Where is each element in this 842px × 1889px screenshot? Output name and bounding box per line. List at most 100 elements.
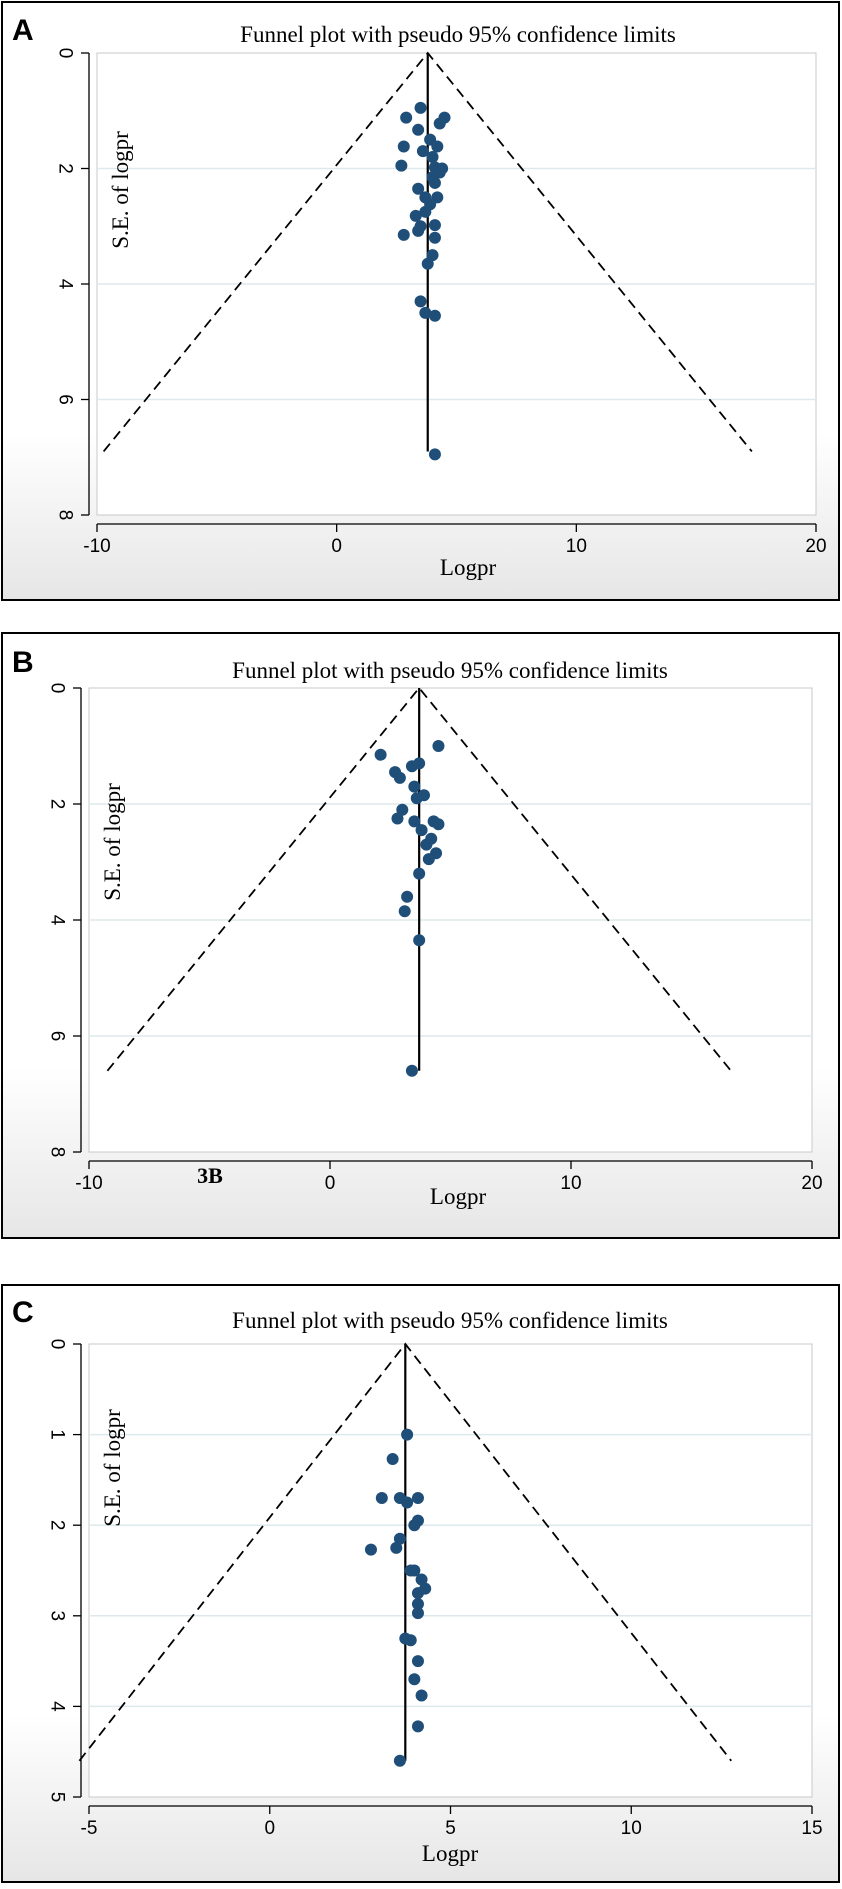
data-point	[419, 205, 432, 218]
data-point	[413, 867, 426, 880]
x-tick-label: 20	[801, 1173, 822, 1194]
data-point	[397, 140, 410, 153]
data-point	[428, 309, 441, 322]
data-point	[414, 101, 427, 114]
data-point	[412, 182, 425, 195]
data-point	[409, 209, 422, 222]
chart-title: Funnel plot with pseudo 95% confidence l…	[232, 1308, 668, 1333]
data-point	[412, 123, 425, 136]
data-point	[364, 1543, 377, 1556]
confidence-limit-lines	[106, 686, 732, 1072]
data-point	[401, 1428, 414, 1441]
data-point	[413, 934, 426, 947]
data-point	[428, 176, 441, 189]
x-tick-label: 20	[805, 536, 826, 557]
panel-annotation: 3B	[197, 1163, 223, 1188]
data-point	[408, 815, 421, 828]
data-point	[393, 771, 406, 784]
data-point	[420, 838, 433, 851]
data-point	[408, 1564, 421, 1577]
y-tick-label: 4	[47, 915, 68, 926]
data-point	[422, 853, 435, 866]
y-tick-label: 3	[47, 1611, 68, 1622]
y-axis-label: S.E. of logpr	[100, 1409, 125, 1527]
data-point	[426, 150, 439, 163]
data-point	[415, 824, 428, 837]
y-axis-label: S.E. of logpr	[100, 783, 125, 901]
data-point	[375, 1492, 388, 1505]
x-tick-label: 10	[621, 1818, 642, 1839]
chart-title: Funnel plot with pseudo 95% confidence l…	[240, 22, 676, 47]
data-point	[428, 231, 441, 244]
y-tick-label: 6	[47, 1031, 68, 1042]
panel-b: 0 2 4 6 8 -10 0 10 20 B Funnel plot with pseudo 95…	[1, 632, 840, 1239]
data-point	[416, 145, 429, 158]
data-point	[398, 905, 411, 918]
data-point	[411, 1607, 424, 1620]
data-point	[431, 140, 444, 153]
y-tick-label: 8	[55, 510, 76, 521]
x-tick-label: -10	[83, 536, 110, 557]
x-tick-label: 10	[560, 1173, 581, 1194]
data-point	[401, 890, 414, 903]
data-point	[433, 117, 446, 130]
x-tick-label: 5	[445, 1818, 456, 1839]
y-tick-label: 1	[47, 1429, 68, 1440]
y-tick-label: 6	[55, 394, 76, 405]
data-point	[408, 780, 421, 793]
y-tick-label: 0	[47, 683, 68, 694]
data-point	[410, 792, 423, 805]
data-point	[415, 1573, 428, 1586]
data-point	[411, 1655, 424, 1668]
y-tick-label: 8	[47, 1147, 68, 1158]
y-tick-label: 0	[55, 48, 76, 59]
x-tick-label: 15	[801, 1818, 822, 1839]
data-point	[405, 1064, 418, 1077]
data-point	[391, 812, 404, 825]
x-tick-label: -5	[81, 1818, 98, 1839]
data-point	[408, 1673, 421, 1686]
data-point	[411, 1492, 424, 1505]
y-tick-label: 2	[47, 799, 68, 810]
x-axis-label: Logpr	[422, 1841, 479, 1866]
panel-letter: C	[12, 1296, 34, 1329]
data-point	[421, 257, 434, 270]
data-point	[374, 748, 387, 761]
data-point	[395, 159, 408, 172]
data-point	[428, 219, 441, 232]
x-tick-label: -10	[75, 1173, 102, 1194]
data-point	[419, 306, 432, 319]
data-point	[412, 224, 425, 237]
chart-title: Funnel plot with pseudo 95% confidence l…	[232, 658, 668, 683]
data-point	[401, 1496, 414, 1509]
data-point	[404, 1634, 417, 1647]
panel-letter: A	[12, 14, 34, 47]
data-point	[414, 295, 427, 308]
data-point	[415, 1689, 428, 1702]
data-point	[408, 1519, 421, 1532]
y-tick-label: 2	[47, 1520, 68, 1531]
x-axis-label: Logpr	[430, 1184, 487, 1209]
data-point	[400, 111, 413, 124]
data-point	[428, 448, 441, 461]
data-point	[390, 1541, 403, 1554]
x-tick-label: 10	[566, 536, 587, 557]
y-tick-label: 0	[47, 1339, 68, 1350]
plot-area	[88, 1343, 813, 1798]
data-point	[411, 1720, 424, 1733]
data-point	[432, 818, 445, 831]
data-point	[413, 757, 426, 770]
y-tick-label: 5	[47, 1792, 68, 1803]
data-point	[393, 1754, 406, 1767]
y-tick-label: 2	[55, 163, 76, 174]
x-tick-label: 0	[331, 536, 342, 557]
x-tick-label: 0	[325, 1173, 336, 1194]
data-point	[397, 228, 410, 241]
data-point	[393, 1532, 406, 1545]
data-point	[386, 1453, 399, 1466]
panel-c: 0 1 2 3 4 5 -5 0 5 10 15 C Funnel plot with pseudo 9…	[1, 1284, 840, 1883]
y-axis-label: S.E. of logpr	[108, 131, 133, 249]
data-point	[411, 1598, 424, 1611]
panel-letter: B	[12, 646, 34, 679]
